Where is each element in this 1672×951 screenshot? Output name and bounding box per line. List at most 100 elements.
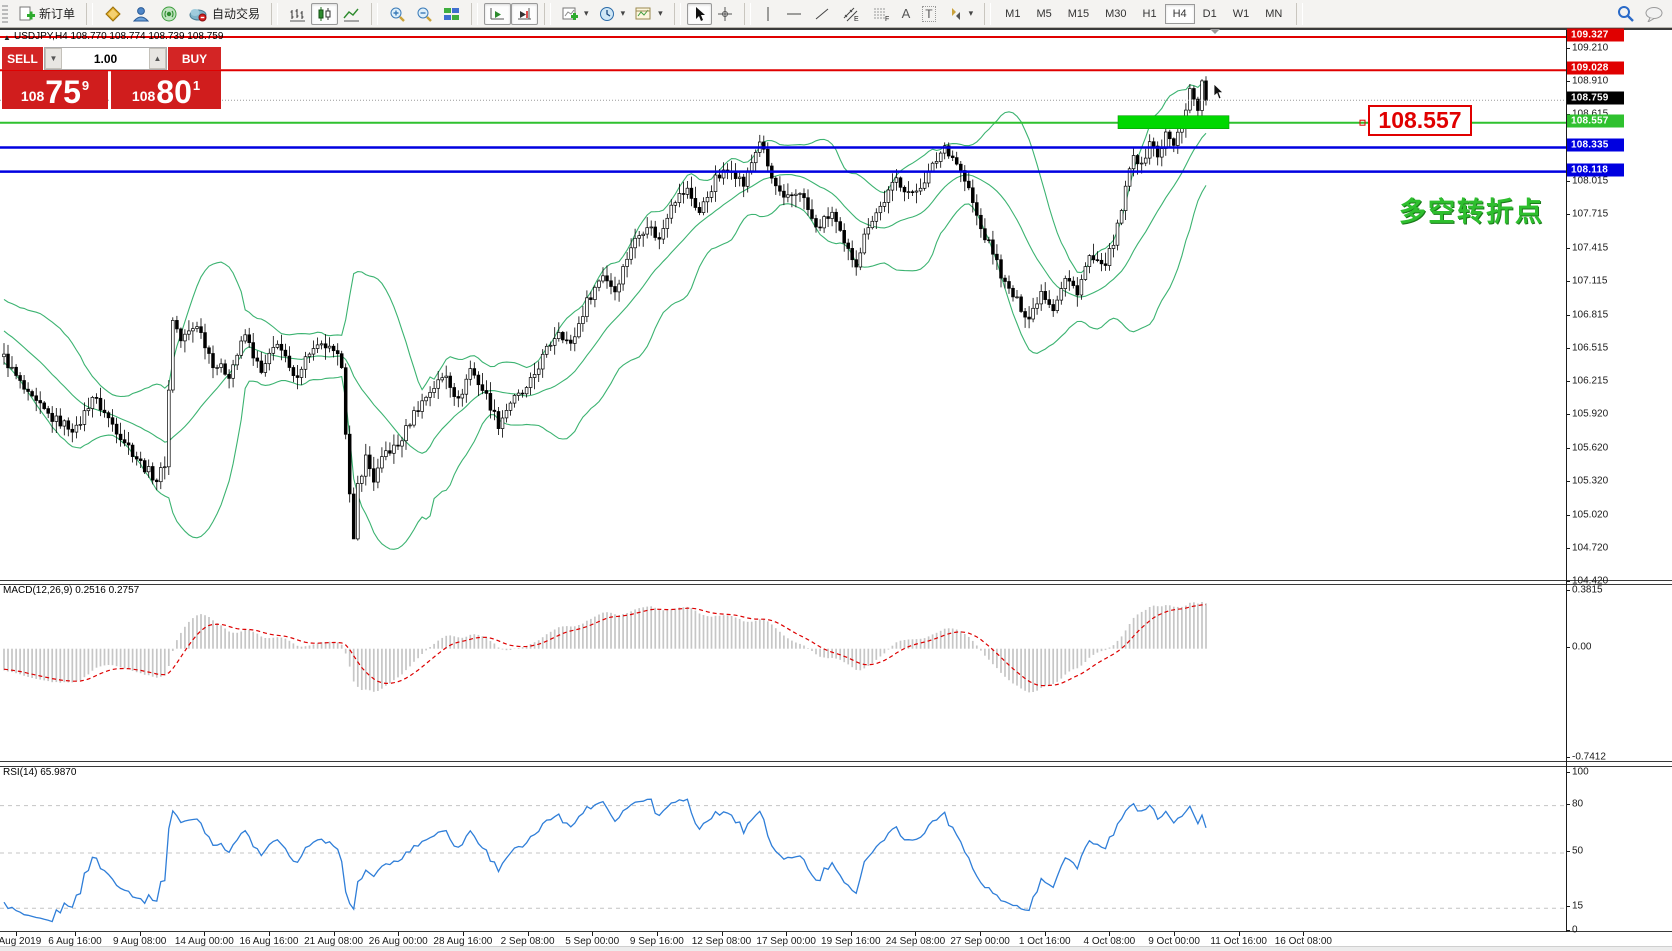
rsi-tick-label: 80 <box>1572 798 1584 810</box>
timeframe-mn[interactable]: MN <box>1265 7 1283 20</box>
arrows-caret: ▾ <box>968 8 974 18</box>
chat-icon[interactable] <box>1644 6 1664 22</box>
rsi-pane-splitter[interactable] <box>0 761 1672 767</box>
buy-price-button[interactable]: 108 80 1 <box>111 71 221 109</box>
line-chart-button[interactable] <box>338 3 365 25</box>
chart-shift-button[interactable] <box>511 2 539 25</box>
buy-price-prefix: 108 <box>131 88 156 104</box>
volume-input[interactable] <box>62 48 149 69</box>
price-tickmark <box>1566 348 1570 350</box>
zoom-out-button[interactable] <box>411 3 438 25</box>
price-tick-label: 105.020 <box>1572 509 1609 521</box>
timeframe-m30[interactable]: M30 <box>1105 7 1127 20</box>
price-badge-108.118[interactable]: 108.118 <box>1567 163 1624 177</box>
trendline-icon <box>815 8 828 19</box>
svg-text:E: E <box>854 16 859 22</box>
one-click-trading-panel: SELL ▼ ▲ BUY 108 75 9 108 80 1 <box>2 47 221 109</box>
price-badge-108.557[interactable]: 108.557 <box>1567 114 1624 128</box>
signals-button[interactable] <box>155 3 183 25</box>
rsi-tick-label: 15 <box>1572 900 1584 912</box>
price-badge-109.028[interactable]: 109.028 <box>1567 61 1624 75</box>
volume-decrease-button[interactable]: ▼ <box>45 48 62 69</box>
indicators-button[interactable]: ▾ <box>557 3 594 25</box>
profile-button[interactable] <box>99 3 127 25</box>
cursor-button[interactable] <box>686 2 712 25</box>
sell-button[interactable]: SELL <box>2 47 44 70</box>
time-axis-label: 28 Aug 16:00 <box>433 936 493 947</box>
auto-scroll-button[interactable] <box>484 2 512 25</box>
periods-caret: ▾ <box>620 8 626 18</box>
macd-tick-label: -0.7412 <box>1572 751 1606 763</box>
time-axis-label: 9 Oct 00:00 <box>1148 936 1200 947</box>
price-tick-label: 107.115 <box>1572 275 1608 287</box>
price-badge-108.335[interactable]: 108.335 <box>1567 138 1624 152</box>
macd-pane-splitter[interactable] <box>0 580 1672 585</box>
pivot-annotation[interactable]: 多空转折点 <box>1399 197 1544 227</box>
price-tickmark <box>1566 547 1570 549</box>
fibonacci-tool[interactable]: F <box>867 3 895 25</box>
timeframe-m5[interactable]: M5 <box>1036 7 1052 20</box>
price-tickmark <box>1566 247 1570 249</box>
macd-tick-label: 0.00 <box>1572 641 1592 653</box>
zoom-in-button[interactable] <box>384 3 411 25</box>
candlestick-button[interactable] <box>311 2 339 25</box>
timeframe-w1[interactable]: W1 <box>1232 7 1250 20</box>
chart-window <box>0 28 1672 951</box>
zoom-out-icon <box>417 7 432 22</box>
macd-tickmark <box>1566 757 1570 758</box>
bar-chart-icon <box>290 8 306 21</box>
community-icon <box>132 6 150 21</box>
text-tool[interactable]: A <box>897 3 916 24</box>
price-badge-109.327[interactable]: 109.327 <box>1567 28 1624 42</box>
time-tickmark <box>1044 932 1046 936</box>
autotrade-button[interactable]: 自动交易 <box>183 2 265 25</box>
time-axis-label: 5 Sep 00:00 <box>565 936 620 947</box>
new-order-button[interactable]: 新订单 <box>13 2 80 25</box>
periods-button[interactable]: ▾ <box>594 3 631 25</box>
price-tick-label: 106.515 <box>1572 342 1609 354</box>
time-tickmark <box>527 932 529 936</box>
sell-price-button[interactable]: 108 75 9 <box>2 71 108 109</box>
timeframe-m15[interactable]: M15 <box>1067 7 1090 20</box>
bar-chart-button[interactable] <box>284 3 311 25</box>
templates-button[interactable]: ▾ <box>630 3 668 25</box>
main-toolbar: 新订单 自动交易 <box>0 0 1672 28</box>
time-axis-border <box>0 931 1672 933</box>
time-tickmark <box>1238 932 1240 936</box>
crosshair-icon <box>717 6 732 21</box>
time-tickmark <box>915 932 917 936</box>
vertical-line-tool[interactable] <box>757 3 779 25</box>
sell-price-big: 75 <box>45 74 81 110</box>
volume-increase-button[interactable]: ▲ <box>149 48 166 69</box>
trendline-tool[interactable] <box>809 3 835 25</box>
time-tickmark <box>721 932 723 936</box>
search-icon[interactable] <box>1617 5 1634 22</box>
chart-canvas[interactable] <box>0 30 1672 951</box>
price-callout-label[interactable]: 108.557 <box>1368 105 1472 136</box>
window-bottom-strip <box>0 946 1672 951</box>
tile-windows-button[interactable] <box>438 3 465 25</box>
macd-tickmark <box>1566 646 1570 648</box>
timeframe-h4[interactable]: H4 <box>1164 3 1195 24</box>
time-axis-label: 12 Sep 08:00 <box>691 936 752 947</box>
label-tool[interactable]: T <box>917 3 940 25</box>
time-axis-label: 16 Aug 16:00 <box>239 936 299 947</box>
horizontal-line-tool[interactable] <box>781 3 807 25</box>
price-tickmark <box>1566 181 1570 183</box>
rsi-tickmark <box>1566 772 1570 773</box>
timeframe-m1[interactable]: M1 <box>1005 7 1021 20</box>
indicators-icon <box>562 7 579 20</box>
timeframe-group: M1 M5 M15 M30 H1 H4 D1 W1 MN <box>994 0 1293 27</box>
panel-collapse-arrow[interactable]: ▲ <box>3 33 11 42</box>
arrows-tool[interactable]: ▾ <box>943 3 979 25</box>
rsi-tick-label: 50 <box>1572 845 1584 857</box>
arrows-icon <box>951 7 960 20</box>
timeframe-h1[interactable]: H1 <box>1142 7 1157 20</box>
timeframe-d1[interactable]: D1 <box>1202 7 1217 20</box>
buy-button[interactable]: BUY <box>167 47 221 70</box>
line-chart-icon <box>343 8 360 21</box>
price-badge-108.759[interactable]: 108.759 <box>1567 91 1624 105</box>
crosshair-button[interactable] <box>712 3 738 25</box>
equidistant-channel-tool[interactable]: E <box>837 3 865 25</box>
community-button[interactable] <box>127 3 155 25</box>
